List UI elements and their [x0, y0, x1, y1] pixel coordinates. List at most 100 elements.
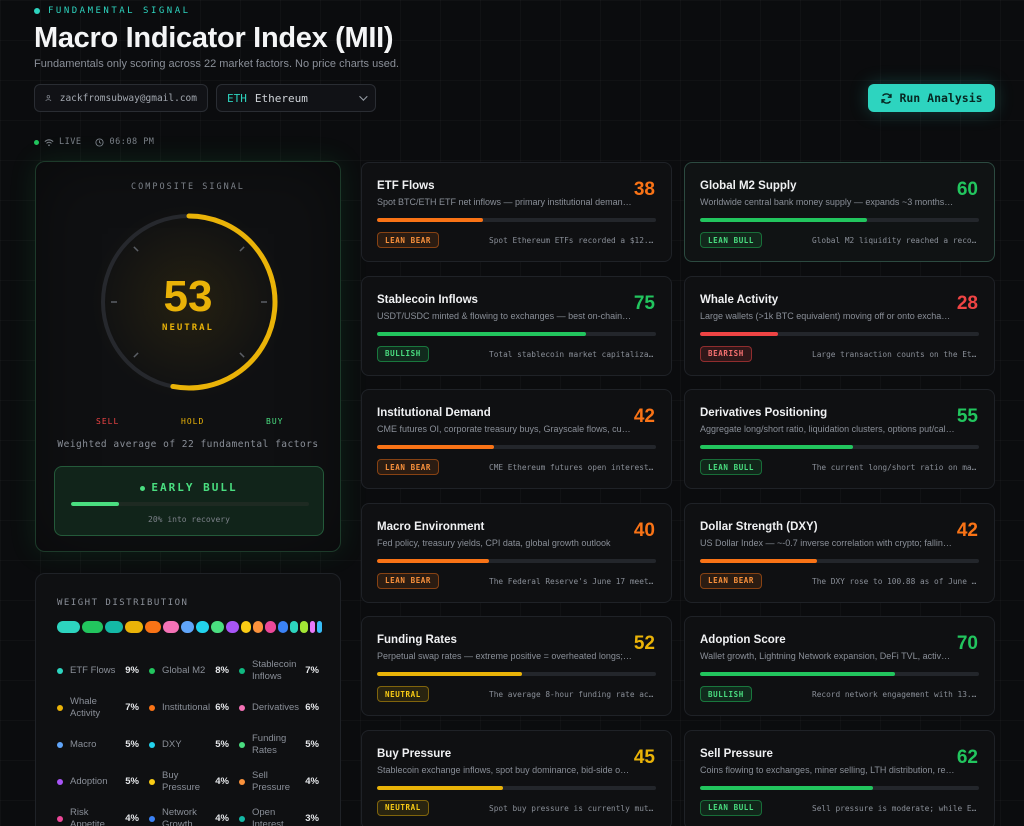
factor-note: Large transaction counts on the Ethereum… — [812, 349, 979, 359]
factor-card[interactable]: Adoption Score Wallet growth, Lightning N… — [684, 616, 995, 716]
weight-item-percent: 5% — [215, 739, 229, 750]
factor-name: Funding Rates — [377, 634, 457, 646]
weight-item-percent: 4% — [125, 813, 139, 824]
page-subtitle: Fundamentals only scoring across 22 mark… — [34, 58, 399, 70]
composite-score: 53 — [163, 272, 213, 321]
factor-card[interactable]: Whale Activity Large wallets (>1k BTC equ… — [684, 275, 995, 376]
factor-score-fill — [700, 785, 873, 790]
weight-bar-segment — [316, 621, 322, 633]
chevron-down-icon — [359, 92, 368, 101]
weight-item: Macro 5% — [57, 726, 149, 763]
weight-dot-icon — [57, 778, 63, 785]
weight-bar-segment — [57, 621, 81, 633]
asset-symbol: ETH — [227, 91, 247, 105]
factor-card[interactable]: Macro Environment Fed policy, treasury yi… — [361, 502, 672, 603]
factor-score-bar — [377, 445, 656, 449]
factor-note: Sell pressure is moderate; while ETH inf… — [812, 803, 979, 813]
page-title: Macro Indicator Index (MII) — [34, 22, 394, 54]
weight-dot-icon — [239, 741, 245, 748]
factor-score-bar — [377, 558, 656, 563]
factor-card[interactable]: Derivatives Positioning Aggregate long/sh… — [684, 389, 995, 489]
factor-note: Spot buy pressure is currently muted — [489, 803, 656, 813]
factor-name: Buy Pressure — [377, 747, 452, 760]
factor-badge: LEAN BULL — [700, 232, 763, 248]
weight-item-name: Global M2 — [162, 664, 206, 676]
factor-card[interactable]: ETF Flows Spot BTC/ETH ETF net inflows — … — [361, 162, 672, 262]
factor-card[interactable]: Institutional Demand CME futures OI, corp… — [361, 389, 672, 489]
weight-item-percent: 5% — [125, 776, 139, 787]
gauge-tick — [133, 352, 139, 358]
factor-badge: NEUTRAL — [377, 686, 429, 702]
weight-item-percent: 4% — [215, 776, 229, 787]
factor-description: Perpetual swap rates — extreme positive … — [377, 651, 632, 661]
time-value: 06:08 PM — [109, 137, 155, 147]
gauge-tick — [239, 352, 245, 358]
factor-description: USDT/USDC minted & flowing to exchanges … — [377, 310, 632, 321]
factor-note: CME Ethereum futures open interest decli… — [489, 463, 656, 472]
factor-note: The average 8-hour funding rate across e… — [489, 690, 656, 699]
factor-score-bar — [377, 785, 656, 790]
factor-badge: BEARISH — [700, 345, 752, 362]
scale-hold: HOLD — [181, 417, 205, 426]
factor-card[interactable]: Stablecoin Inflows USDT/USDC minted & flo… — [361, 275, 672, 376]
factor-description: CME futures OI, corporate treasury buys,… — [377, 424, 632, 434]
run-analysis-label: Run Analysis — [899, 91, 983, 105]
factor-score-fill — [377, 672, 523, 676]
factor-description: US Dollar Index — ~-0.7 inverse correlat… — [700, 537, 955, 548]
factor-score-bar — [700, 785, 979, 790]
weight-item: Adoption 5% — [57, 763, 149, 800]
weight-bar-segment — [82, 621, 104, 633]
factor-badge: NEUTRAL — [377, 799, 429, 816]
factor-card[interactable]: Sell Pressure Coins flowing to exchanges,… — [684, 729, 995, 826]
weight-item: Stablecoin Inflows 7% — [239, 652, 329, 689]
factor-note: Global M2 liquidity reached a record hig… — [812, 236, 979, 245]
weight-item: Buy Pressure 4% — [149, 763, 239, 800]
asset-select[interactable]: ETH Ethereum — [216, 84, 376, 112]
factor-description: Spot BTC/ETH ETF net inflows — primary i… — [377, 197, 632, 207]
factor-name: Derivatives Positioning — [700, 407, 828, 419]
weight-dot-icon — [57, 815, 63, 822]
factor-name: Dollar Strength (DXY) — [700, 520, 818, 533]
factor-card[interactable]: Dollar Strength (DXY) US Dollar Index — ~… — [684, 502, 995, 603]
factor-description: Stablecoin exchange inflows, spot buy do… — [377, 764, 632, 775]
run-analysis-button[interactable]: Run Analysis — [868, 84, 995, 112]
factor-description: Worldwide central bank money supply — ex… — [700, 197, 955, 207]
weight-dot-icon — [149, 667, 155, 674]
factor-score-fill — [377, 785, 503, 790]
scale-sell: SELL — [96, 417, 120, 426]
factor-card[interactable]: Buy Pressure Stablecoin exchange inflows,… — [361, 729, 672, 826]
wifi-icon — [44, 138, 54, 146]
weight-dot-icon — [239, 704, 245, 711]
factor-card[interactable]: Global M2 Supply Worldwide central bank m… — [684, 162, 995, 262]
factor-score: 38 — [633, 179, 655, 200]
factor-score-fill — [700, 558, 818, 563]
factor-note: Spot Ethereum ETFs recorded a $12.7M net… — [489, 236, 656, 245]
weight-item-name: DXY — [162, 738, 182, 750]
factor-score-fill — [700, 445, 854, 449]
weight-item-name: Derivatives — [252, 701, 299, 713]
weight-item-percent: 9% — [125, 665, 139, 676]
scale-buy: BUY — [266, 417, 284, 426]
factor-score-bar — [377, 331, 656, 336]
email-field[interactable]: zackfromsubway@gmail.com — [34, 84, 208, 112]
weighted-note: Weighted average of 22 fundamental facto… — [57, 439, 319, 450]
factor-score-fill — [700, 672, 896, 676]
factor-card[interactable]: Funding Rates Perpetual swap rates — extr… — [361, 616, 672, 716]
composite-signal-card: COMPOSITE SIGNAL 53 NEUTRAL SELL HOLD BU… — [35, 161, 341, 552]
factor-description: Aggregate long/short ratio, liquidation … — [700, 424, 955, 434]
weight-item-name: Network Growth — [162, 806, 197, 826]
weight-distribution-card: WEIGHT DISTRIBUTION ETF Flows 9% Global M2… — [35, 573, 341, 826]
weight-bar-segment — [240, 621, 251, 633]
factor-note: The Federal Reserve's June 17 meeting — [489, 576, 656, 586]
eyebrow: FUNDAMENTAL SIGNAL — [34, 6, 191, 16]
weight-dot-icon — [57, 741, 63, 748]
weight-item: ETF Flows 9% — [57, 652, 149, 689]
factor-score: 42 — [633, 406, 655, 427]
composite-gauge — [91, 204, 287, 400]
weight-item-percent: 3% — [305, 813, 319, 824]
factor-name: Macro Environment — [377, 520, 485, 533]
factor-badge: BULLISH — [700, 686, 752, 702]
factor-name: Institutional Demand — [377, 407, 491, 419]
weight-item-name: Adoption — [70, 775, 108, 787]
refresh-icon — [881, 92, 893, 104]
